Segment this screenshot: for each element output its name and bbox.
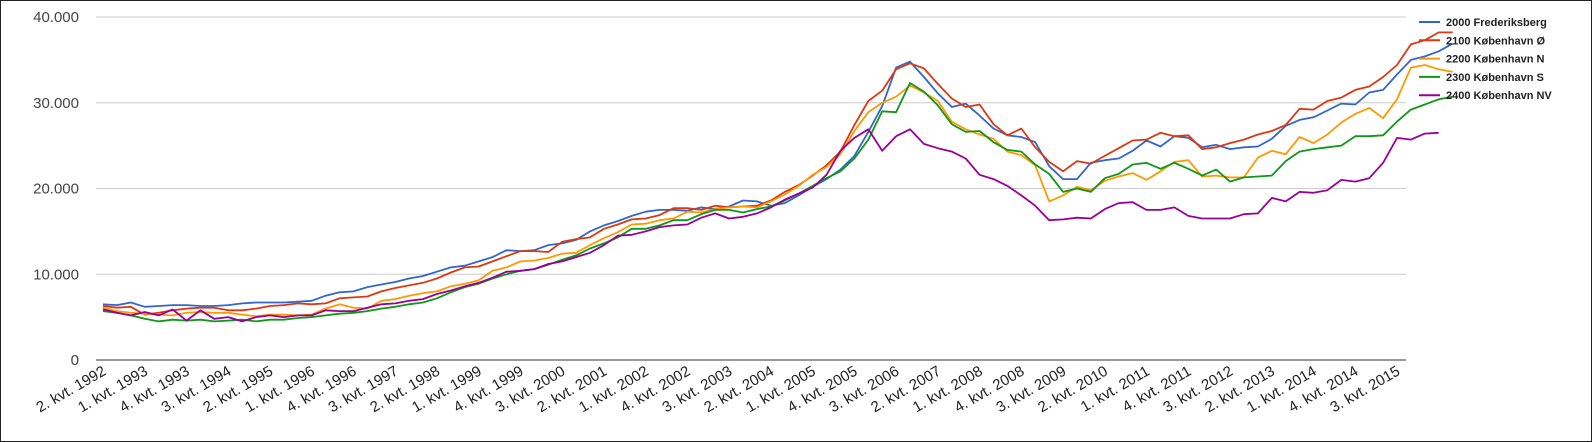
y-tick-label: 40.000 (33, 9, 79, 26)
y-tick-label: 0 (71, 352, 79, 369)
y-tick-label: 10.000 (33, 266, 79, 283)
series-line-4 (102, 128, 1439, 323)
series-line-2 (102, 64, 1453, 318)
legend-item[interactable]: 2000 Frederiksberg (1419, 17, 1547, 29)
y-axis-ticks: 0 10.000 20.000 30.000 40.000 (33, 9, 79, 369)
legend-label: 2000 Frederiksberg (1446, 17, 1547, 29)
legend-item[interactable]: 2400 København NV (1419, 90, 1552, 102)
legend[interactable]: 2000 Frederiksberg 2100 København Ø 2200 K… (1419, 17, 1552, 102)
legend-label: 2300 København S (1446, 72, 1544, 84)
series-line-3 (102, 82, 1453, 323)
y-tick-label: 30.000 (33, 95, 79, 112)
legend-item[interactable]: 2100 København Ø (1419, 35, 1545, 47)
series-line-0 (102, 42, 1454, 308)
y-tick-label: 20.000 (33, 181, 79, 198)
legend-item[interactable]: 2200 København N (1419, 54, 1544, 66)
legend-label: 2100 København Ø (1446, 35, 1545, 47)
legend-item[interactable]: 2300 København S (1419, 72, 1544, 84)
legend-label: 2400 København NV (1446, 90, 1552, 102)
series-lines (102, 31, 1454, 323)
grid-lines (96, 16, 1406, 361)
legend-label: 2200 København N (1446, 54, 1544, 66)
series-line-1 (102, 31, 1453, 316)
